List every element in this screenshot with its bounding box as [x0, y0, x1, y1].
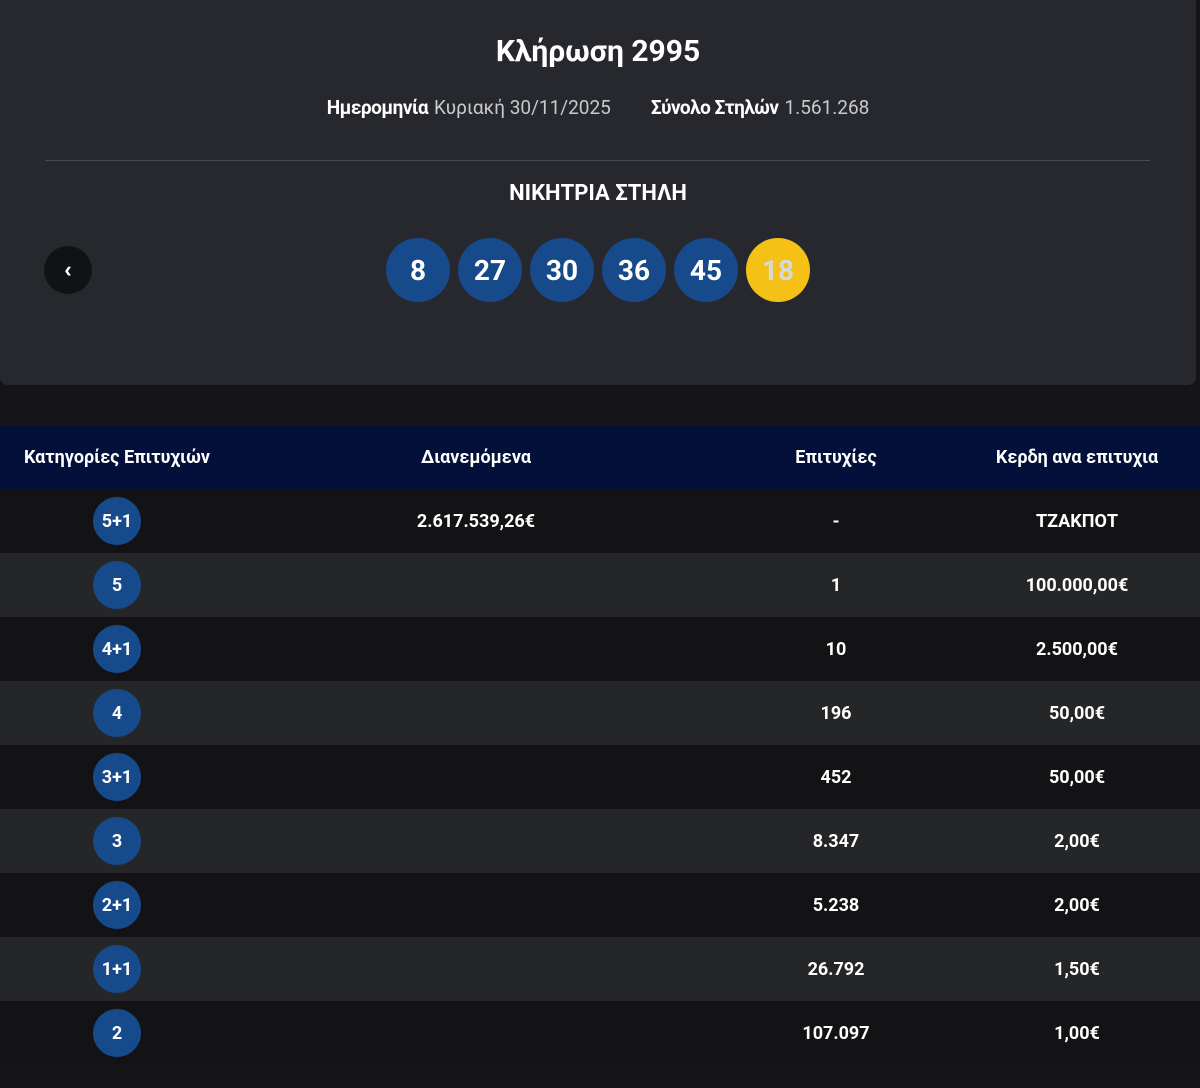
- winners-cell: 26.792: [718, 959, 954, 980]
- draw-meta: Ημερομηνία Κυριακή 30/11/2025 Σύνολο Στηλώ…: [0, 96, 1196, 119]
- category-badge: 2+1: [93, 881, 141, 929]
- winners-cell: 10: [718, 639, 954, 660]
- draw-title: Κλήρωση 2995: [495, 34, 701, 69]
- winners: 26.792: [807, 958, 865, 980]
- table-header: Κατηγορίες Επιτυχιών Διανεμόμενα Επιτυχίες…: [0, 426, 1200, 489]
- distributed-cell: 2.617.539,26€: [234, 511, 718, 532]
- winners: 196: [820, 702, 852, 724]
- ball: 27: [458, 238, 522, 302]
- table-row: 5 1 100.000,00€: [0, 553, 1200, 617]
- category-badge: 5: [93, 561, 141, 609]
- winning-numbers: 8 27 30 36 45 18: [0, 238, 1196, 302]
- category-badge: 3: [93, 817, 141, 865]
- category-cell: 3+1: [0, 753, 234, 801]
- winners: 10: [825, 638, 847, 660]
- divider: [45, 160, 1150, 161]
- winners: 107.097: [802, 1022, 870, 1044]
- winners: 452: [820, 766, 852, 788]
- prize-cell: 1,00€: [954, 1023, 1200, 1044]
- ball: 45: [674, 238, 738, 302]
- winners-cell: 196: [718, 703, 954, 724]
- winners-cell: 452: [718, 767, 954, 788]
- table-row: 3 8.347 2,00€: [0, 809, 1200, 873]
- columns-label: Σύνολο Στηλών: [650, 96, 779, 119]
- column-header: Διανεμόμενα: [421, 447, 531, 468]
- table-row: 5+1 2.617.539,26€ - ΤΖΑΚΠΟΤ: [0, 489, 1200, 553]
- prize-cell: ΤΖΑΚΠΟΤ: [954, 511, 1200, 532]
- draw-card: Κλήρωση 2995 Ημερομηνία Κυριακή 30/11/202…: [0, 0, 1196, 385]
- prize-cell: 50,00€: [954, 703, 1200, 724]
- prize: 50,00€: [1048, 766, 1106, 788]
- prize: 1,00€: [1054, 1022, 1100, 1044]
- prize: 2.500,00€: [1036, 638, 1118, 660]
- category-cell: 3: [0, 817, 234, 865]
- prize: ΤΖΑΚΠΟΤ: [1035, 510, 1119, 532]
- category-badge: 2: [93, 1009, 141, 1057]
- winners: -: [832, 510, 840, 532]
- winners-cell: 1: [718, 575, 954, 596]
- category-cell: 2+1: [0, 881, 234, 929]
- prize-cell: 2,00€: [954, 895, 1200, 916]
- prize-cell: 2.500,00€: [954, 639, 1200, 660]
- category-badge: 1+1: [93, 945, 141, 993]
- prize: 2,00€: [1054, 894, 1100, 916]
- table-row: 2+1 5.238 2,00€: [0, 873, 1200, 937]
- prize: 100.000,00€: [1025, 574, 1129, 596]
- prize: 2,00€: [1054, 830, 1100, 852]
- columns: 1.561.268: [784, 96, 870, 119]
- back-button[interactable]: ‹: [44, 246, 92, 294]
- table-row: 1+1 26.792 1,50€: [0, 937, 1200, 1001]
- category-cell: 4: [0, 689, 234, 737]
- category-badge: 4: [93, 689, 141, 737]
- winners-cell: 5.238: [718, 895, 954, 916]
- category-badge: 4+1: [93, 625, 141, 673]
- joker-ball: 18: [746, 238, 810, 302]
- winners: 1: [830, 574, 842, 596]
- table-row: 2 107.097 1,00€: [0, 1001, 1200, 1065]
- prize: 1,50€: [1054, 958, 1100, 980]
- category-cell: 5: [0, 561, 234, 609]
- ball: 8: [386, 238, 450, 302]
- prize-table: Κατηγορίες Επιτυχιών Διανεμόμενα Επιτυχίες…: [0, 426, 1200, 1065]
- table-row: 4 196 50,00€: [0, 681, 1200, 745]
- prize-cell: 2,00€: [954, 831, 1200, 852]
- prize: 50,00€: [1048, 702, 1106, 724]
- category-cell: 1+1: [0, 945, 234, 993]
- winners: 5.238: [812, 894, 860, 916]
- winning-title: ΝΙΚΗΤΡΙΑ ΣΤΗΛΗ: [509, 181, 687, 206]
- ball: 30: [530, 238, 594, 302]
- prize-cell: 100.000,00€: [954, 575, 1200, 596]
- ball: 36: [602, 238, 666, 302]
- winners-cell: 107.097: [718, 1023, 954, 1044]
- date: Κυριακή 30/11/2025: [434, 96, 611, 119]
- prize-cell: 50,00€: [954, 767, 1200, 788]
- category-cell: 4+1: [0, 625, 234, 673]
- table-row: 3+1 452 50,00€: [0, 745, 1200, 809]
- prize-cell: 1,50€: [954, 959, 1200, 980]
- category-badge: 3+1: [93, 753, 141, 801]
- category-cell: 5+1: [0, 497, 234, 545]
- column-header: Κατηγορίες Επιτυχιών: [23, 447, 211, 468]
- column-header: Επιτυχίες: [795, 447, 877, 468]
- winners-cell: 8.347: [718, 831, 954, 852]
- date-label: Ημερομηνία: [326, 96, 429, 119]
- category-cell: 2: [0, 1009, 234, 1057]
- winners-cell: -: [718, 511, 954, 532]
- winners: 8.347: [812, 830, 860, 852]
- distributed: 2.617.539,26€: [416, 510, 536, 532]
- column-header: Κερδη ανα επιτυχια: [995, 447, 1159, 468]
- table-row: 4+1 10 2.500,00€: [0, 617, 1200, 681]
- category-badge: 5+1: [93, 497, 141, 545]
